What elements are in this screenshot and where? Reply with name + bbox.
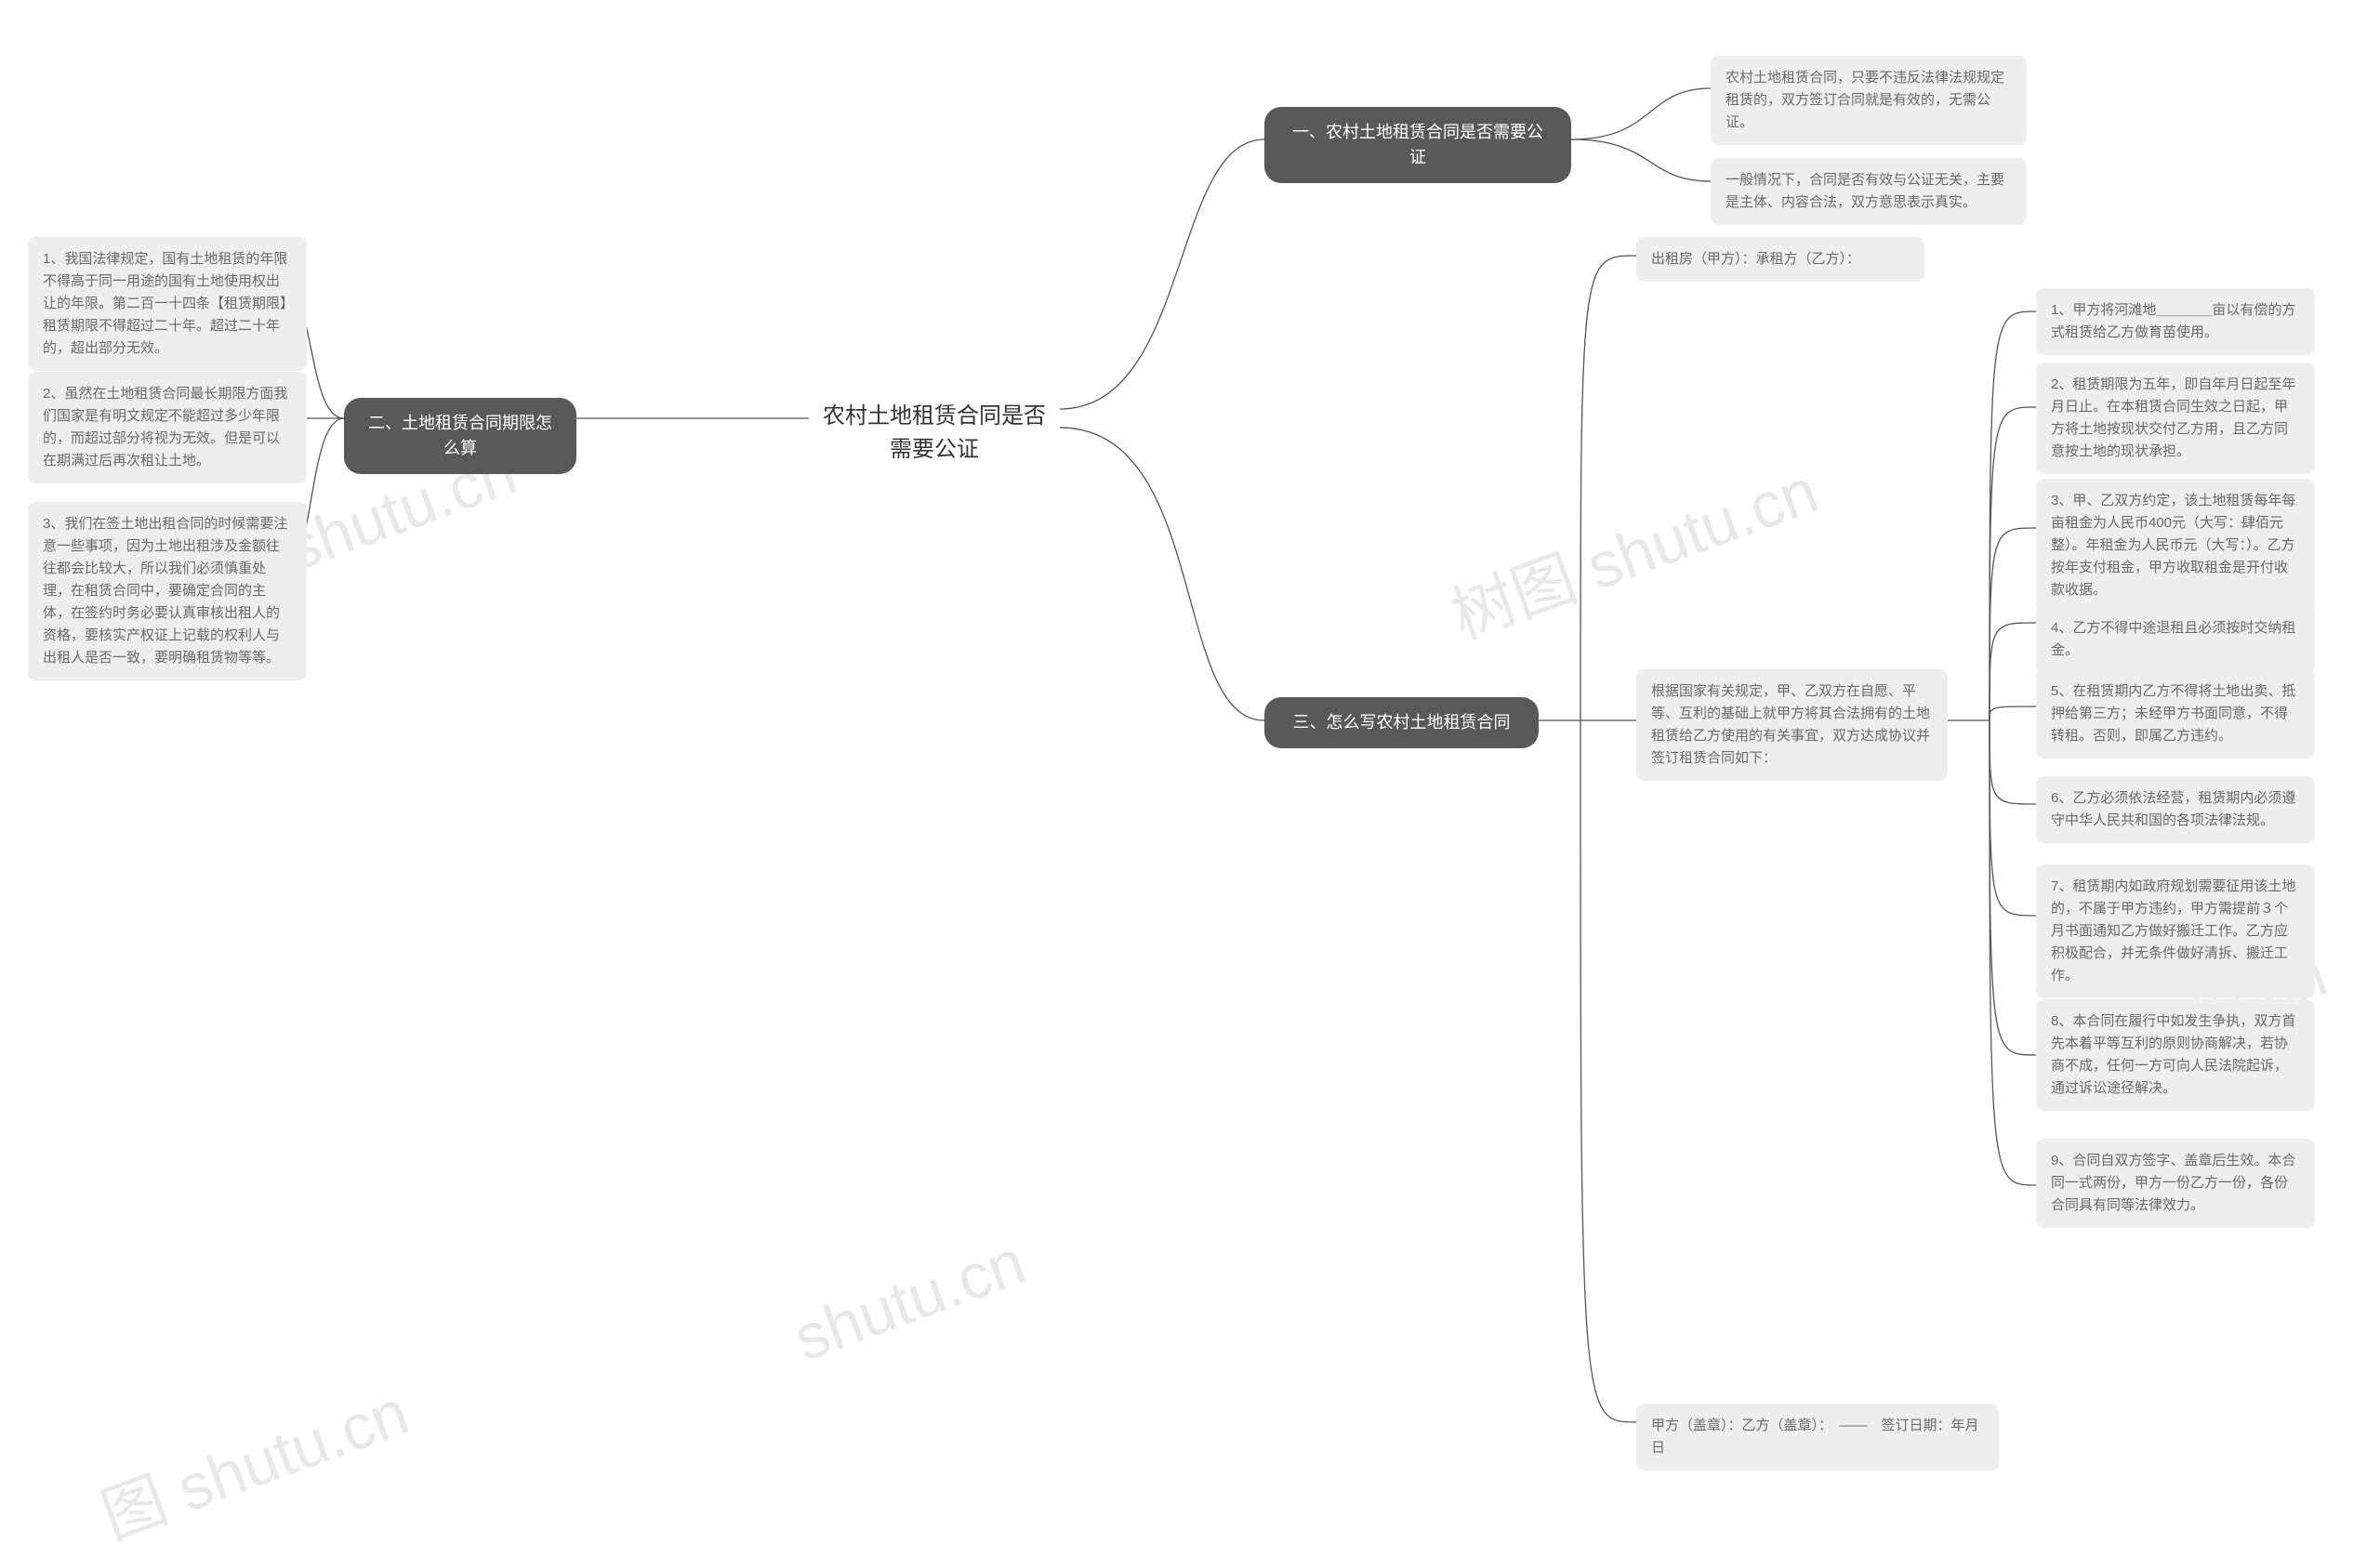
leaf-b3-2-5: 5、在租赁期内乙方不得将土地出卖、抵押给第三方；未经甲方书面同意，不得转租。否则…	[2036, 669, 2315, 759]
leaf-b3-3-text: 甲方（盖章）：乙方（盖章）： —— 签订日期：年月日	[1651, 1415, 1984, 1459]
leaf-b3-2-7-text: 7、租赁期内如政府规划需要征用该土地的，不属于甲方违约，甲方需提前３个月书面通知…	[2051, 876, 2300, 987]
leaf-b3-2-3-text: 3、甲、乙双方约定，该土地租赁每年每亩租金为人民币400元（大写：肆佰元整）。年…	[2051, 490, 2300, 601]
leaf-b3-2-6: 6、乙方必须依法经营，租赁期内必须遵守中华人民共和国的各项法律法规。	[2036, 776, 2315, 843]
root-label: 农村土地租赁合同是否需要公证	[822, 400, 1047, 467]
leaf-b3-1: 出租房（甲方）：承租方（乙方）：	[1636, 237, 1924, 282]
branch-3: 三、怎么写农村土地租赁合同	[1264, 697, 1539, 748]
leaf-b1-1-text: 农村土地租赁合同，只要不违反法律法规规定租赁的，双方签订合同就是有效的，无需公证…	[1726, 67, 2012, 134]
branch-1: 一、农村土地租赁合同是否需要公证	[1264, 107, 1571, 183]
leaf-b3-1-text: 出租房（甲方）：承租方（乙方）：	[1651, 248, 1860, 270]
leaf-b3-2-8-text: 8、本合同在履行中如发生争执，双方首先本着平等互利的原则协商解决，若协商不成，任…	[2051, 1010, 2300, 1100]
root-node: 农村土地租赁合同是否需要公证	[809, 390, 1060, 476]
leaf-b3-2-2: 2、租赁期限为五年，即自年月日起至年月日止。在本租赁合同生效之日起，甲方将土地按…	[2036, 363, 2315, 474]
leaf-b2-2-text: 2、虽然在土地租赁合同最长期限方面我们国家是有明文规定不能超过多少年限的，而超过…	[43, 383, 292, 472]
leaf-b2-2: 2、虽然在土地租赁合同最长期限方面我们国家是有明文规定不能超过多少年限的，而超过…	[28, 372, 307, 483]
leaf-b3-2-6-text: 6、乙方必须依法经营，租赁期内必须遵守中华人民共和国的各项法律法规。	[2051, 787, 2300, 832]
leaf-b2-3-text: 3、我们在签土地出租合同的时候需要注意一些事项，因为土地出租涉及金额往往都会比较…	[43, 513, 292, 669]
leaf-b3-2-text: 根据国家有关规定，甲、乙双方在自愿、平等、互利的基础上就甲方将其合法拥有的土地租…	[1651, 680, 1933, 770]
watermark: shutu.cn	[785, 1225, 1034, 1375]
branch-2: 二、土地租赁合同期限怎么算	[344, 398, 576, 474]
leaf-b1-1: 农村土地租赁合同，只要不违反法律法规规定租赁的，双方签订合同就是有效的，无需公证…	[1711, 56, 2027, 145]
branch-3-label: 三、怎么写农村土地租赁合同	[1293, 710, 1511, 735]
leaf-b3-2-9-text: 9、合同自双方签字、盖章后生效。本合同一式两份，甲方一份乙方一份，各份合同具有同…	[2051, 1150, 2300, 1217]
leaf-b2-1: 1、我国法律规定，国有土地租赁的年限不得高于同一用途的国有土地使用权出让的年限。…	[28, 237, 307, 371]
leaf-b3-2-9: 9、合同自双方签字、盖章后生效。本合同一式两份，甲方一份乙方一份，各份合同具有同…	[2036, 1139, 2315, 1228]
leaf-b3-2-8: 8、本合同在履行中如发生争执，双方首先本着平等互利的原则协商解决，若协商不成，任…	[2036, 999, 2315, 1111]
leaf-b3-2: 根据国家有关规定，甲、乙双方在自愿、平等、互利的基础上就甲方将其合法拥有的土地租…	[1636, 669, 1948, 781]
leaf-b3-2-2-text: 2、租赁期限为五年，即自年月日起至年月日止。在本租赁合同生效之日起，甲方将土地按…	[2051, 374, 2300, 463]
leaf-b3-2-4: 4、乙方不得中途退租且必须按时交纳租金。	[2036, 606, 2315, 673]
branch-2-label: 二、土地租赁合同期限怎么算	[364, 411, 556, 461]
leaf-b1-2: 一般情况下，合同是否有效与公证无关，主要是主体、内容合法，双方意思表示真实。	[1711, 158, 2027, 225]
watermark: 图 shutu.cn	[86, 1361, 418, 1557]
leaf-b3-2-1-text: 1、甲方将河滩地＿＿＿＿亩以有偿的方式租赁给乙方做育苗使用。	[2051, 299, 2300, 344]
leaf-b3-3: 甲方（盖章）：乙方（盖章）： —— 签订日期：年月日	[1636, 1404, 1999, 1471]
leaf-b2-3: 3、我们在签土地出租合同的时候需要注意一些事项，因为土地出租涉及金额往往都会比较…	[28, 502, 307, 680]
branch-1-label: 一、农村土地租赁合同是否需要公证	[1285, 120, 1551, 170]
leaf-b3-2-4-text: 4、乙方不得中途退租且必须按时交纳租金。	[2051, 617, 2300, 662]
leaf-b1-2-text: 一般情况下，合同是否有效与公证无关，主要是主体、内容合法，双方意思表示真实。	[1726, 169, 2012, 214]
watermark: 树图 shutu.cn	[1436, 440, 1828, 657]
leaf-b2-1-text: 1、我国法律规定，国有土地租赁的年限不得高于同一用途的国有土地使用权出让的年限。…	[43, 248, 292, 360]
leaf-b3-2-1: 1、甲方将河滩地＿＿＿＿亩以有偿的方式租赁给乙方做育苗使用。	[2036, 288, 2315, 355]
leaf-b3-2-5-text: 5、在租赁期内乙方不得将土地出卖、抵押给第三方；未经甲方书面同意，不得转租。否则…	[2051, 680, 2300, 747]
leaf-b3-2-7: 7、租赁期内如政府规划需要征用该土地的，不属于甲方违约，甲方需提前３个月书面通知…	[2036, 864, 2315, 998]
leaf-b3-2-3: 3、甲、乙双方约定，该土地租赁每年每亩租金为人民币400元（大写：肆佰元整）。年…	[2036, 479, 2315, 613]
